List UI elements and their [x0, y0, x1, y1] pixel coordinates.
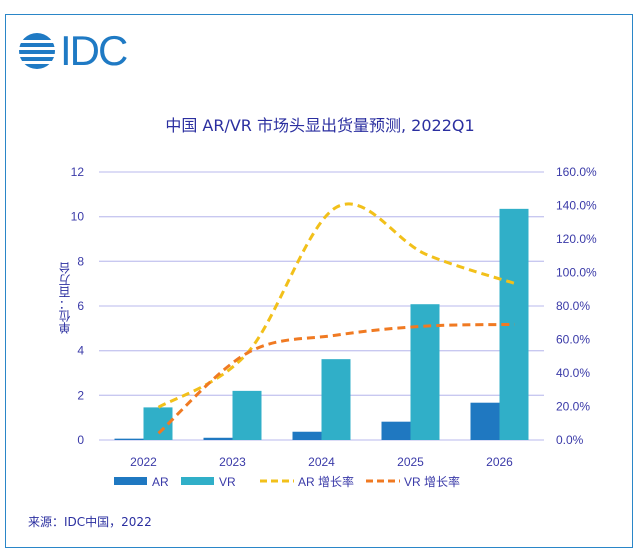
chart-frame	[5, 14, 633, 548]
legend-swatch-vr	[181, 477, 214, 485]
x-tick-label: 2022	[130, 455, 157, 469]
chart-title: 中国 AR/VR 市场头显出货量预测, 2022Q1	[165, 116, 475, 135]
y-tick-label: 6	[77, 299, 84, 313]
y-tick-label: 12	[71, 165, 85, 179]
idc-logo: IDC	[18, 27, 128, 74]
y2-tick-label: 120.0%	[556, 232, 597, 246]
y2-tick-label: 40.0%	[556, 366, 590, 380]
line-ar-growth-rate	[157, 202, 515, 409]
legend-label-vr: VR	[219, 475, 236, 489]
y2-tick-label: 20.0%	[556, 400, 590, 414]
x-tick-label: 2024	[308, 455, 335, 469]
bar-vr-2023	[232, 390, 262, 440]
legend-label-ar: AR	[152, 475, 169, 489]
y2-tick-label: 140.0%	[556, 199, 597, 213]
x-tick-label: 2026	[486, 455, 513, 469]
bar-ar-2023	[203, 437, 233, 440]
bar-ar-2026	[470, 402, 500, 440]
globe-icon	[18, 33, 56, 69]
source-note: 来源：IDC中国，2022	[28, 515, 152, 529]
y2-tick-label: 0.0%	[556, 433, 584, 447]
y2-tick-label: 160.0%	[556, 165, 597, 179]
legend-swatch-ar	[114, 477, 147, 485]
x-tick-label: 2023	[219, 455, 246, 469]
legend-label-ar-rate: AR 增长率	[298, 474, 354, 489]
bar-ar-2022	[114, 438, 144, 440]
y-tick-label: 0	[77, 433, 84, 447]
bar-ar-2025	[381, 421, 411, 440]
y2-tick-label: 60.0%	[556, 333, 590, 347]
bar-vr-2024	[321, 359, 351, 440]
y-tick-label: 8	[77, 254, 84, 268]
legend-label-vr-rate: VR 增长率	[404, 474, 460, 489]
y-tick-label: 4	[77, 344, 84, 358]
line-vr-growth-rate	[157, 322, 515, 435]
bar-ar-2024	[292, 431, 322, 440]
chart: 0246810120.0%20.0%40.0%60.0%80.0%100.0%1…	[71, 165, 597, 489]
y-tick-label: 2	[77, 388, 84, 402]
logo-text: IDC	[60, 27, 128, 74]
x-tick-label: 2025	[397, 455, 424, 469]
y2-tick-label: 100.0%	[556, 266, 597, 280]
bar-vr-2025	[410, 304, 440, 440]
y2-tick-label: 80.0%	[556, 299, 590, 313]
y-tick-label: 10	[71, 210, 85, 224]
